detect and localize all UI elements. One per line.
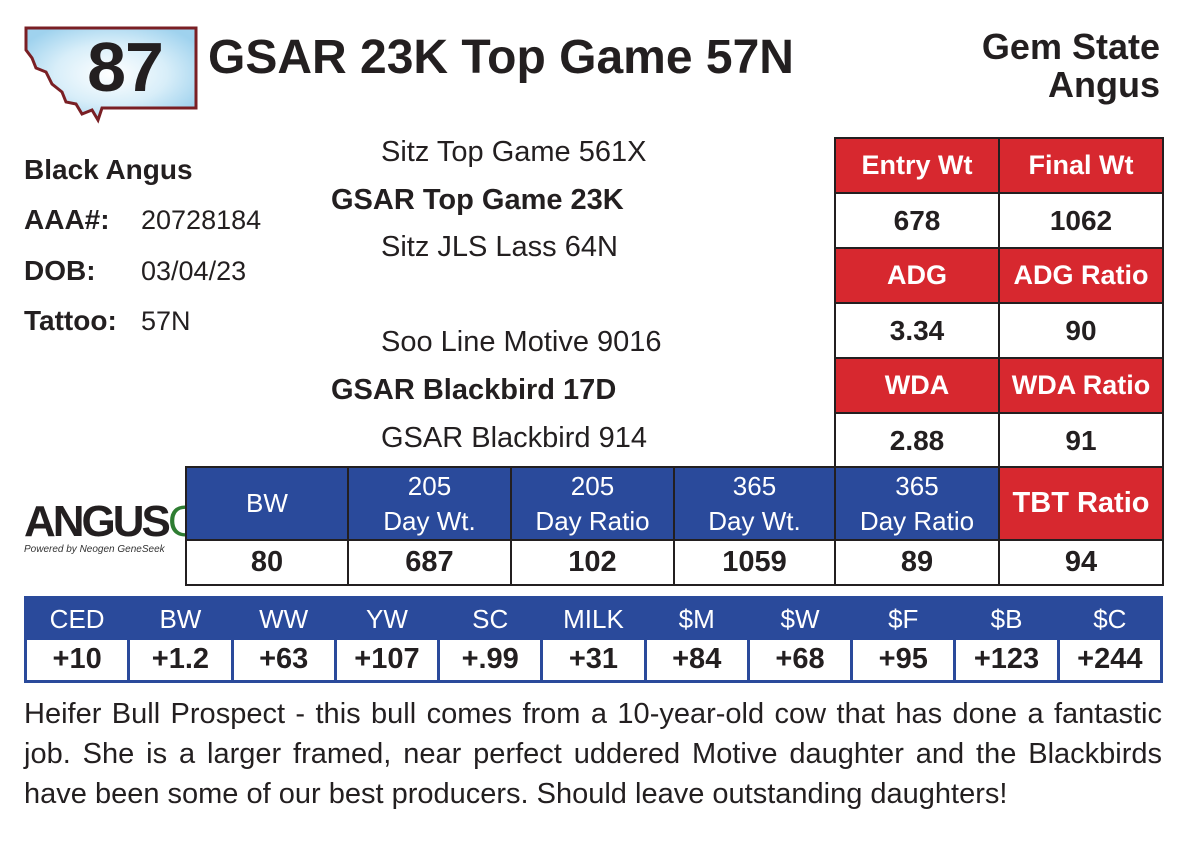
gain-header-wda-ratio: WDA Ratio bbox=[998, 357, 1164, 414]
gain-table: Entry Wt Final Wt 678 1062 ADG ADG Ratio… bbox=[834, 137, 1164, 469]
wt-header-bw: BW bbox=[185, 466, 349, 541]
epd-header-c-index: $C bbox=[1056, 597, 1162, 640]
epd-value-ww: +63 bbox=[230, 639, 336, 682]
weight-table: BW 205 Day Wt. 205 Day Ratio 365 Day Wt. 36… bbox=[185, 466, 1164, 586]
pedigree-sire: GSAR Top Game 23K bbox=[331, 184, 624, 216]
logo-main-text: ANGUS bbox=[24, 497, 171, 546]
dob-label: DOB: bbox=[24, 255, 96, 286]
epd-header-milk: MILK bbox=[540, 597, 646, 640]
tattoo-label: Tattoo: bbox=[24, 305, 117, 336]
wt-header-tbt-ratio: TBT Ratio bbox=[998, 466, 1164, 541]
wt-value-bw: 80 bbox=[185, 539, 349, 586]
pedigree-sire-sire: Sitz Top Game 561X bbox=[381, 136, 647, 168]
epd-value-ced: +10 bbox=[25, 639, 129, 682]
gain-header-final-wt: Final Wt bbox=[998, 137, 1164, 194]
epd-header-f-index: $F bbox=[850, 597, 955, 640]
wt-value-365-day-wt: 1059 bbox=[673, 539, 836, 586]
consignor-name: Gem State Angus bbox=[900, 28, 1160, 104]
angus-gs-logo: ANGUSGS Powered by Neogen GeneSeek bbox=[24, 497, 230, 556]
wt-value-tbt-ratio: 94 bbox=[998, 539, 1164, 586]
lot-number: 87 bbox=[87, 28, 164, 106]
pedigree-dam-sire: Soo Line Motive 9016 bbox=[381, 326, 662, 358]
epd-header-ced: CED bbox=[25, 597, 129, 640]
gain-value-entry-wt: 678 bbox=[834, 192, 1000, 249]
animal-name: GSAR 23K Top Game 57N bbox=[208, 31, 794, 84]
description-paragraph: Heifer Bull Prospect - this bull comes f… bbox=[24, 698, 1162, 810]
logo-wordmark: ANGUSGS bbox=[24, 497, 230, 546]
wt-header-365-day-ratio: 365 Day Ratio bbox=[834, 466, 1000, 541]
tattoo-value: 57N bbox=[141, 306, 191, 336]
state-outline-badge bbox=[24, 26, 198, 124]
wt-value-205-day-wt: 687 bbox=[347, 539, 512, 586]
epd-value-yw: +107 bbox=[333, 639, 439, 682]
aaa-label: AAA#: bbox=[24, 204, 110, 235]
gain-value-adg: 3.34 bbox=[834, 302, 1000, 359]
logo-tagline: Powered by Neogen GeneSeek bbox=[24, 544, 165, 555]
epd-header-sc: SC bbox=[437, 597, 542, 640]
gain-header-adg-ratio: ADG Ratio bbox=[998, 247, 1164, 304]
pedigree-sire-dam: Sitz JLS Lass 64N bbox=[381, 231, 618, 263]
epd-header-b-index: $B bbox=[953, 597, 1059, 640]
aaa-value: 20728184 bbox=[141, 205, 262, 235]
consignor-line-1: Gem State bbox=[981, 26, 1160, 67]
epd-header-ww: WW bbox=[230, 597, 336, 640]
gain-value-wda-ratio: 91 bbox=[998, 412, 1164, 469]
epd-value-milk: +31 bbox=[540, 639, 646, 682]
breed: Black Angus bbox=[24, 154, 193, 185]
epd-header-m-index: $M bbox=[643, 597, 749, 640]
gain-header-adg: ADG bbox=[834, 247, 1000, 304]
epd-header-bw: BW bbox=[127, 597, 233, 640]
wt-value-205-day-ratio: 102 bbox=[510, 539, 675, 586]
gain-header-entry-wt: Entry Wt bbox=[834, 137, 1000, 194]
gain-value-final-wt: 1062 bbox=[998, 192, 1164, 249]
pedigree-dam-dam: GSAR Blackbird 914 bbox=[381, 422, 647, 454]
pedigree-dam: GSAR Blackbird 17D bbox=[331, 374, 617, 406]
gain-value-adg-ratio: 90 bbox=[998, 302, 1164, 359]
epd-header-w-index: $W bbox=[746, 597, 852, 640]
wt-header-205-day-wt: 205 Day Wt. bbox=[347, 466, 512, 541]
epd-header-yw: YW bbox=[333, 597, 439, 640]
epd-value-sc: +.99 bbox=[437, 639, 542, 682]
epd-value-m-index: +84 bbox=[643, 639, 749, 682]
epd-value-c-index: +244 bbox=[1056, 639, 1162, 682]
epd-value-bw: +1.2 bbox=[127, 639, 233, 682]
consignor-line-2: Angus bbox=[1048, 64, 1160, 105]
gain-header-wda: WDA bbox=[834, 357, 1000, 414]
gain-value-wda: 2.88 bbox=[834, 412, 1000, 469]
epd-table: CED BW WW YW SC MILK $M $W $F $B $C +10 … bbox=[24, 596, 1163, 683]
epd-value-f-index: +95 bbox=[850, 639, 955, 682]
epd-value-w-index: +68 bbox=[746, 639, 852, 682]
epd-value-b-index: +123 bbox=[953, 639, 1059, 682]
wt-header-205-day-ratio: 205 Day Ratio bbox=[510, 466, 675, 541]
wt-value-365-day-ratio: 89 bbox=[834, 539, 1000, 586]
dob-value: 03/04/23 bbox=[141, 256, 247, 286]
wt-header-365-day-wt: 365 Day Wt. bbox=[673, 466, 836, 541]
